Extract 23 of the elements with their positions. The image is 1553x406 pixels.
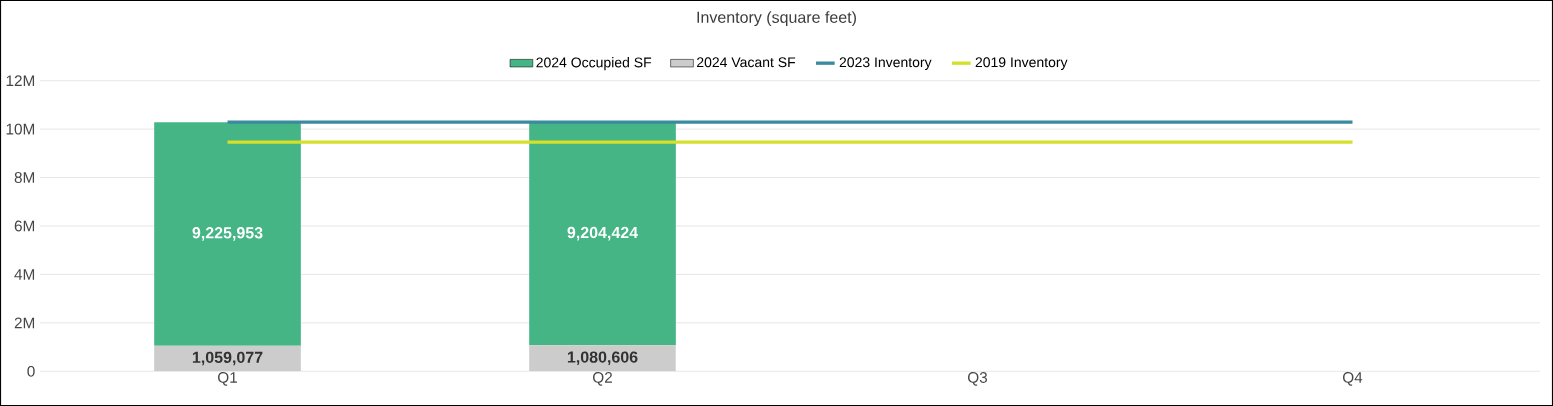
data-label: 1,080,606	[567, 351, 638, 366]
y-tick-label: 6M	[14, 220, 35, 232]
y-tick-label: 0	[27, 365, 35, 377]
y-tick-label: 12M	[6, 75, 35, 87]
x-tick-label: Q4	[1343, 372, 1363, 386]
legend-label: 2019 Inventory	[975, 57, 1068, 70]
legend-label: 2023 Inventory	[839, 57, 932, 70]
chart-title: Inventory (square feet)	[697, 11, 856, 27]
data-label: 1,059,077	[192, 351, 263, 366]
legend-label: 2024 Vacant SF	[697, 57, 796, 68]
y-tick-label: 10M	[6, 123, 35, 135]
y-tick-label: 8M	[14, 172, 35, 183]
data-label: 9,204,424	[567, 226, 638, 241]
x-tick-label: Q2	[593, 372, 612, 386]
x-tick-label: Q1	[218, 372, 237, 386]
y-tick-label: 4M	[14, 269, 35, 280]
bar	[529, 345, 676, 372]
x-tick-label: Q3	[968, 372, 988, 386]
bar	[529, 122, 676, 346]
legend-label: 2024 Occupied SF	[536, 57, 652, 71]
y-tick-label: 2M	[14, 317, 35, 329]
bar	[154, 122, 301, 346]
data-label: 9,225,953	[192, 227, 263, 241]
